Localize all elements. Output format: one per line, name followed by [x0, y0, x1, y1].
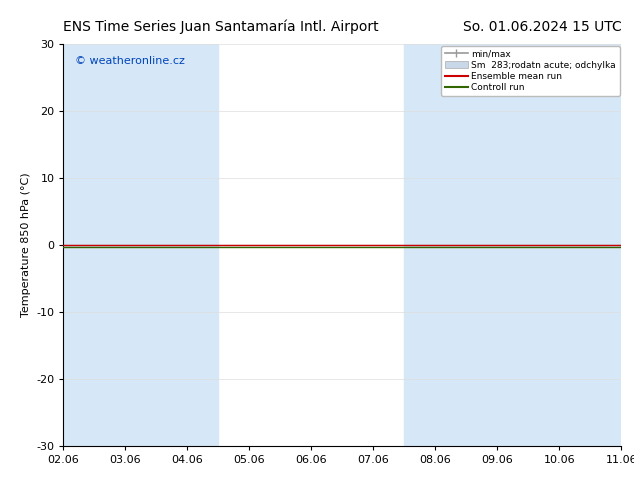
Text: ENS Time Series Juan Santamaría Intl. Airport: ENS Time Series Juan Santamaría Intl. Ai… — [63, 20, 379, 34]
Bar — [32, 44, 218, 446]
Text: © weatheronline.cz: © weatheronline.cz — [75, 56, 184, 66]
Bar — [404, 44, 634, 446]
Y-axis label: Temperature 850 hPa (°C): Temperature 850 hPa (°C) — [21, 172, 30, 318]
Legend: min/max, Sm  283;rodatn acute; odchylka, Ensemble mean run, Controll run: min/max, Sm 283;rodatn acute; odchylka, … — [441, 46, 619, 96]
Text: So. 01.06.2024 15 UTC: So. 01.06.2024 15 UTC — [463, 20, 621, 34]
